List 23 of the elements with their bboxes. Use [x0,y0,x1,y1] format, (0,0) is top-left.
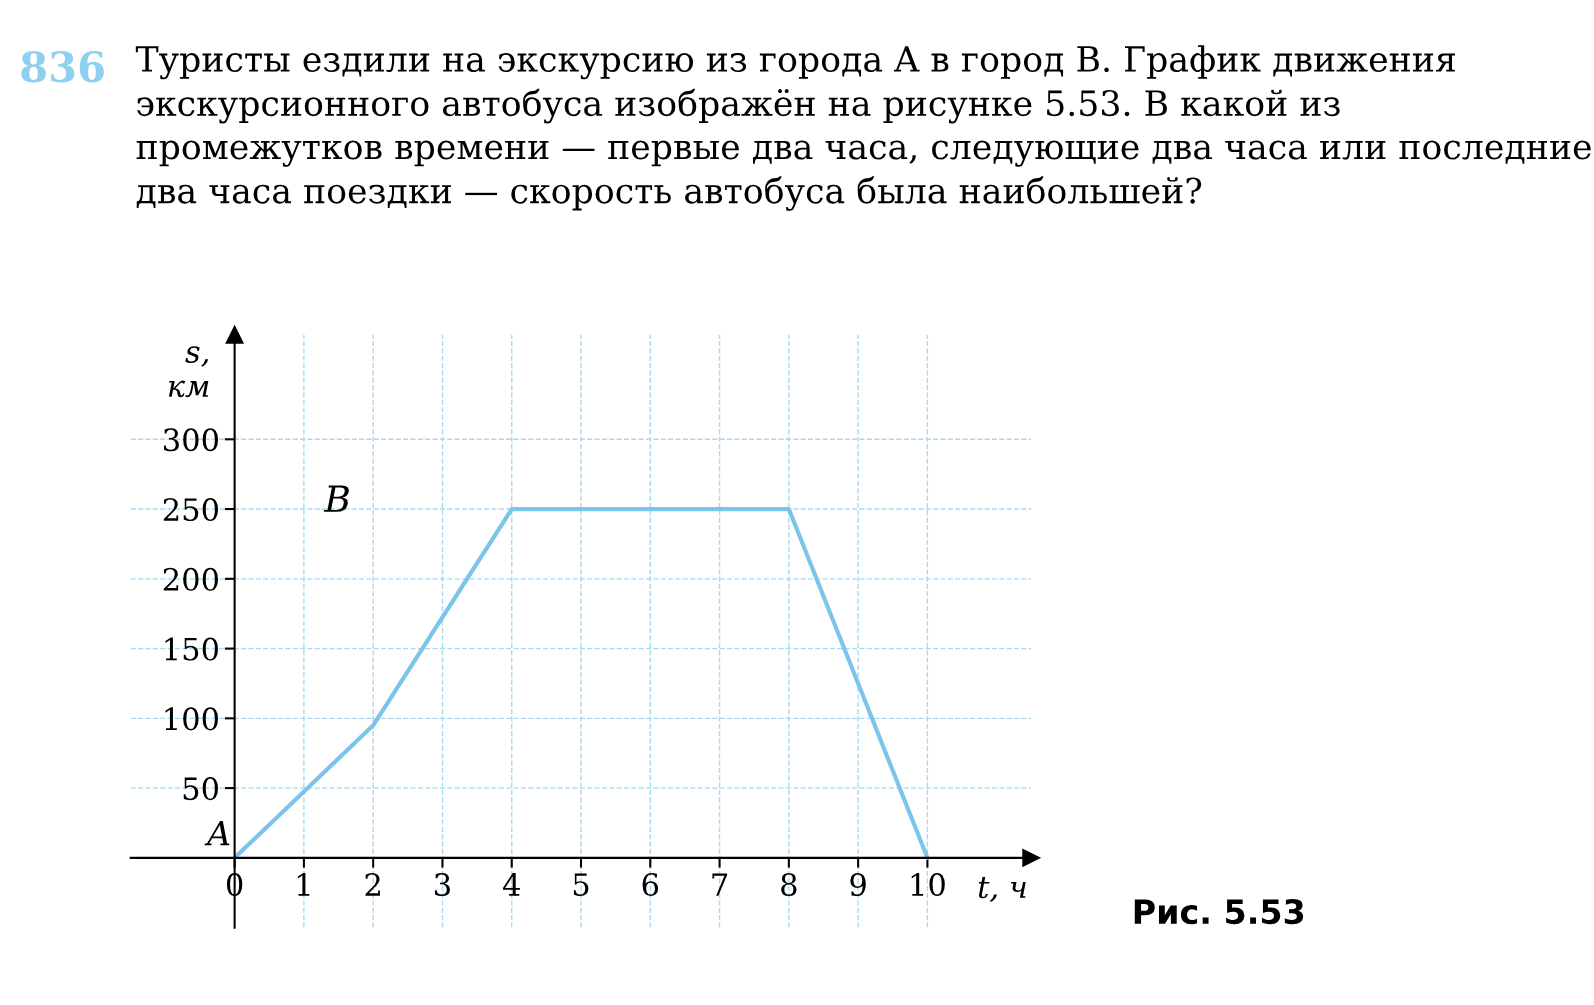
y-tick-label: 100 [165,707,219,731]
y-tick-label: 300 [164,428,219,452]
x-tick-label: 4 [502,872,520,896]
y-tick-label: 250 [163,497,219,522]
x-tick-label: 2 [365,872,380,896]
chart-subtitle: 836 [21,50,104,83]
y-tick-label: 200 [163,567,219,591]
x-tick-label: 7 [712,873,728,896]
x-tick-label: 10 [911,872,945,897]
annotation: A [204,821,230,846]
y-tick-label: 50 [183,777,219,801]
text: Рис. 5.53 [1134,899,1304,925]
y-axis-title: s, км [168,346,209,398]
x-tick-label: 9 [850,872,866,897]
x-tick-label: 5 [573,873,589,897]
x-tick-label: 8 [781,872,797,897]
y-tick-label: 150 [165,637,219,661]
chart-title: Туристы ездили на экскурсию из города A в город B. График движения экскурсионного автобуса изображён на рисунке 5.53. В какой из промежутков времени — первые два часа, следующие два часа или последние два часа поездки — скорость автобуса была наибольшей? [135,45,1591,211]
x-tick-label: 3 [435,872,450,897]
annotation: B [323,485,349,512]
x-tick-label: 1 [297,872,310,896]
x-axis-title: t, ч [978,877,1026,902]
x-tick-label: 6 [642,872,659,897]
